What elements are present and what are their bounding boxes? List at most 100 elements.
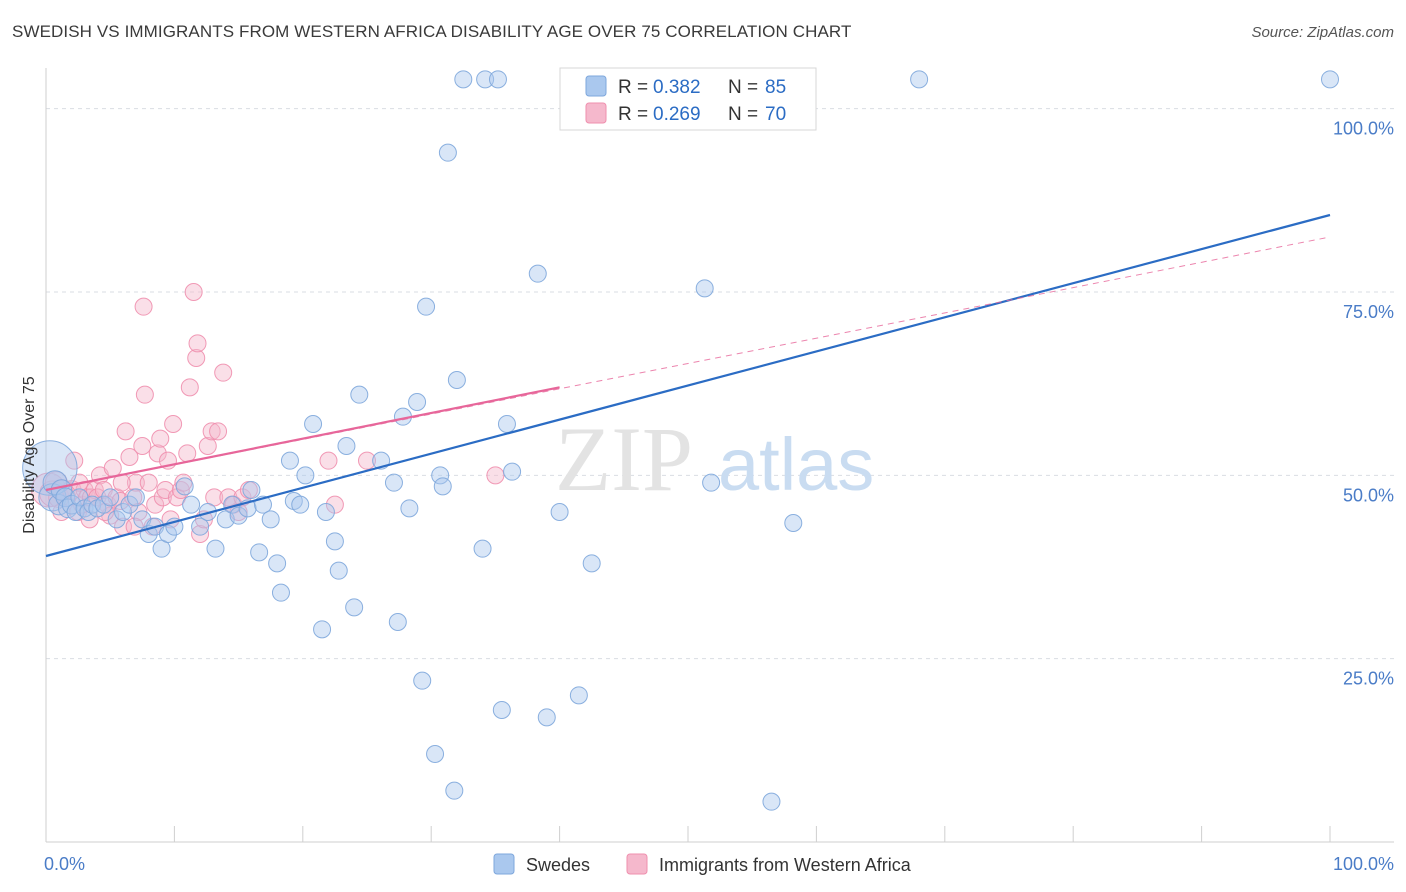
swedes-point	[413, 671, 432, 690]
swedes-point	[271, 583, 290, 602]
trend-line-immigrants-extended	[45, 236, 1331, 491]
swedes-point	[445, 781, 464, 800]
immigrants-point	[126, 473, 145, 492]
immigrants-point	[191, 525, 210, 543]
swedes-point	[488, 70, 507, 89]
immigrants-point	[202, 422, 221, 441]
swedes-point	[329, 561, 348, 580]
swedes-point	[784, 514, 803, 532]
immigrants-point	[103, 459, 122, 477]
legend-swatch-swedes	[493, 853, 515, 875]
immigrants-point	[133, 437, 152, 455]
swedes-point	[702, 473, 721, 492]
bottom-legend: Swedes Immigrants from Western Africa	[493, 853, 912, 875]
watermark: ZIP atlas	[555, 408, 874, 510]
swedes-point	[454, 70, 473, 89]
swedes-point	[473, 539, 492, 558]
immigrants-point	[135, 385, 154, 404]
stats-swatch-immigrants	[585, 102, 607, 124]
swedes-point	[325, 532, 344, 551]
swedes-point	[101, 488, 120, 507]
immigrants-point	[178, 444, 197, 463]
immigrants-point	[134, 297, 153, 316]
immigrants-point	[188, 334, 207, 353]
trend-line-swedes	[45, 213, 1331, 558]
swedes-point	[107, 510, 126, 529]
swedes-point	[261, 510, 280, 529]
trend-lines	[45, 213, 1331, 558]
swedes-point	[304, 415, 323, 433]
stats-legend-box: R = 0.382 N = 85 R = 0.269 N = 70	[559, 67, 817, 131]
swedes-point	[537, 708, 556, 727]
y-tick-label: 25.0%	[1343, 669, 1394, 689]
swedes-point	[433, 477, 452, 496]
immigrants-point	[120, 448, 139, 466]
x-tick-label-min: 0.0%	[44, 854, 85, 874]
swedes-point	[582, 554, 601, 573]
axes	[45, 68, 1394, 843]
legend-label-swedes: Swedes	[526, 855, 590, 875]
trend-line-immigrants	[45, 386, 560, 492]
immigrants-point	[184, 283, 203, 301]
immigrants-point	[139, 473, 158, 492]
swedes-point	[66, 503, 85, 521]
immigrants-point	[214, 363, 233, 382]
swedes-point	[22, 440, 78, 496]
immigrants-point	[209, 422, 228, 441]
immigrants-point	[116, 422, 135, 441]
swedes-point	[550, 503, 569, 521]
swedes-point	[910, 70, 929, 89]
immigrants-point	[198, 437, 217, 455]
immigrants-point	[148, 444, 167, 463]
stats-r-label-immigrants: R =	[618, 104, 648, 125]
swedes-point	[114, 503, 133, 521]
swedes-point	[417, 297, 436, 316]
swedes-point	[313, 620, 332, 639]
stats-n-label-swedes: N =	[728, 77, 758, 98]
immigrants-point	[325, 495, 344, 514]
stats-r-value-swedes: 0.382	[653, 77, 701, 98]
swedes-point	[316, 503, 335, 521]
swedes-point	[229, 506, 248, 525]
swedes-point	[296, 466, 315, 485]
immigrants-point	[180, 378, 199, 397]
swedes-point	[492, 701, 511, 719]
immigrants-point	[146, 495, 165, 514]
swedes-point	[1321, 70, 1339, 89]
y-tick-label: 100.0%	[1333, 119, 1394, 139]
stats-swatch-swedes	[585, 75, 607, 97]
immigrants-point	[486, 466, 505, 485]
legend-swatch-immigrants	[626, 853, 648, 875]
swedes-point	[438, 143, 457, 162]
watermark-zip: ZIP	[555, 408, 693, 510]
swedes-point	[447, 371, 466, 389]
swedes-point	[191, 517, 210, 536]
swedes-point	[408, 393, 427, 411]
swedes-point	[175, 477, 194, 496]
swedes-point	[242, 481, 261, 499]
immigrants-point	[52, 503, 71, 521]
stats-n-label-immigrants: N =	[728, 104, 758, 125]
swedes-point	[569, 686, 588, 705]
swedes-point	[497, 415, 516, 433]
swedes-point	[350, 385, 369, 404]
swedes-point	[695, 279, 714, 298]
swedes-point	[250, 543, 269, 562]
swedes-point	[426, 745, 445, 763]
stats-n-value-immigrants: 70	[765, 104, 786, 125]
swedes-point	[384, 473, 403, 492]
immigrants-point	[65, 451, 84, 470]
immigrants-point	[319, 451, 338, 470]
series-swedes-points	[22, 70, 1339, 811]
swedes-point	[182, 495, 201, 514]
immigrants-point	[164, 415, 183, 433]
legend-label-immigrants: Immigrants from Western Africa	[659, 855, 912, 875]
immigrants-point	[187, 349, 206, 367]
swedes-point	[291, 495, 310, 514]
chart-title: SWEDISH VS IMMIGRANTS FROM WESTERN AFRIC…	[12, 22, 852, 41]
stats-r-value-immigrants: 0.269	[653, 104, 701, 125]
swedes-point	[268, 554, 287, 573]
swedes-point	[158, 525, 177, 543]
swedes-point	[503, 462, 522, 481]
